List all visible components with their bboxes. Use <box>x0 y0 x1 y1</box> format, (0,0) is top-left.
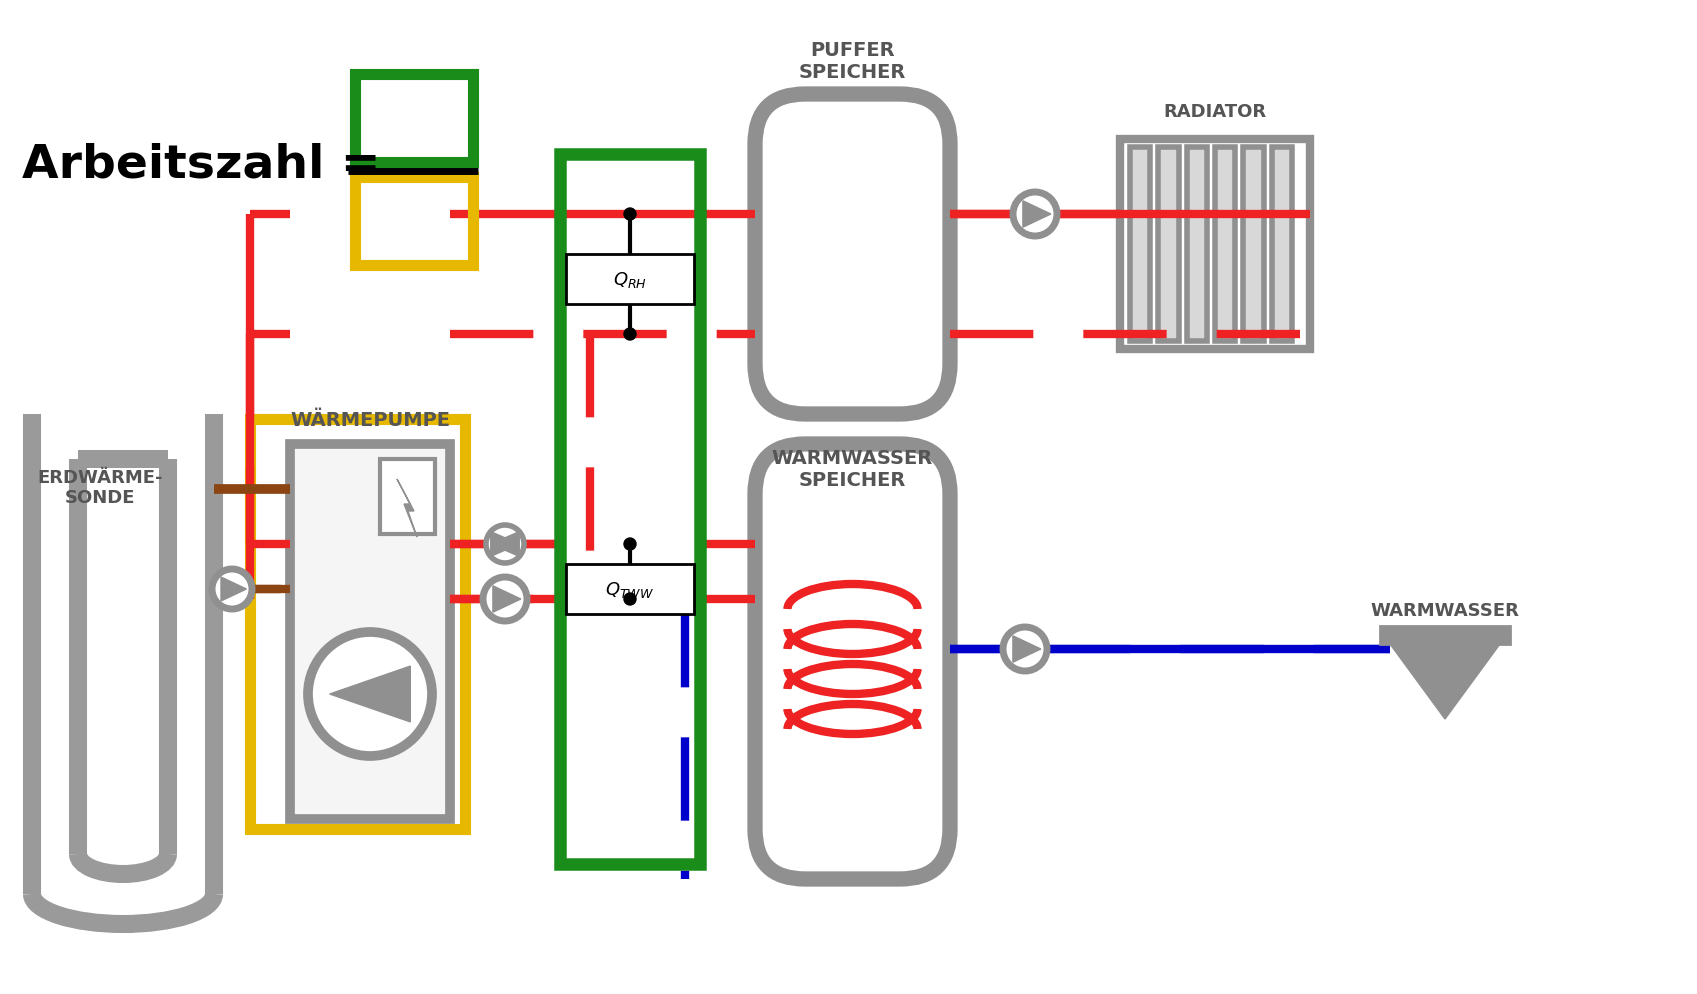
Bar <box>290 444 450 819</box>
Text: $Q_{RH}$: $Q_{RH}$ <box>613 269 647 289</box>
Circle shape <box>484 578 528 621</box>
Text: WARMWASSER: WARMWASSER <box>1371 601 1519 619</box>
Polygon shape <box>397 479 417 538</box>
Bar <box>249 419 465 829</box>
Bar <box>355 75 473 163</box>
FancyBboxPatch shape <box>755 94 950 414</box>
Circle shape <box>624 329 636 341</box>
Bar <box>1186 148 1207 342</box>
Text: WARMWASSER
SPEICHER: WARMWASSER SPEICHER <box>772 449 933 490</box>
Text: PUFFER
SPEICHER: PUFFER SPEICHER <box>799 42 906 83</box>
Circle shape <box>1003 627 1047 671</box>
FancyBboxPatch shape <box>755 444 950 879</box>
Bar <box>567 254 694 305</box>
Polygon shape <box>490 532 519 557</box>
Bar <box>560 155 699 864</box>
Text: RADIATOR: RADIATOR <box>1164 103 1266 121</box>
Polygon shape <box>1390 644 1500 720</box>
Polygon shape <box>490 532 519 557</box>
Polygon shape <box>221 578 246 601</box>
Circle shape <box>624 209 636 221</box>
Bar <box>1159 148 1179 342</box>
Circle shape <box>1013 193 1057 237</box>
Bar <box>1130 148 1151 342</box>
Polygon shape <box>492 586 521 612</box>
Bar <box>380 459 434 535</box>
Text: WÄRMEPUMPE: WÄRMEPUMPE <box>290 411 450 429</box>
Bar <box>1380 626 1510 644</box>
Bar <box>1120 140 1310 350</box>
Polygon shape <box>1023 202 1050 228</box>
Bar <box>1215 148 1235 342</box>
Text: ERDWÄRME-
SONDE: ERDWÄRME- SONDE <box>37 468 163 507</box>
Circle shape <box>624 593 636 605</box>
Bar <box>567 565 694 614</box>
Polygon shape <box>329 666 411 723</box>
Circle shape <box>212 570 251 609</box>
Bar <box>1244 148 1264 342</box>
Text: Arbeitszahl =: Arbeitszahl = <box>22 142 380 187</box>
Polygon shape <box>1013 636 1040 663</box>
Circle shape <box>485 526 524 564</box>
Bar <box>355 178 473 265</box>
Text: $Q_{TWW}$: $Q_{TWW}$ <box>606 580 655 599</box>
Bar <box>1271 148 1291 342</box>
Circle shape <box>624 539 636 551</box>
Circle shape <box>307 632 433 756</box>
